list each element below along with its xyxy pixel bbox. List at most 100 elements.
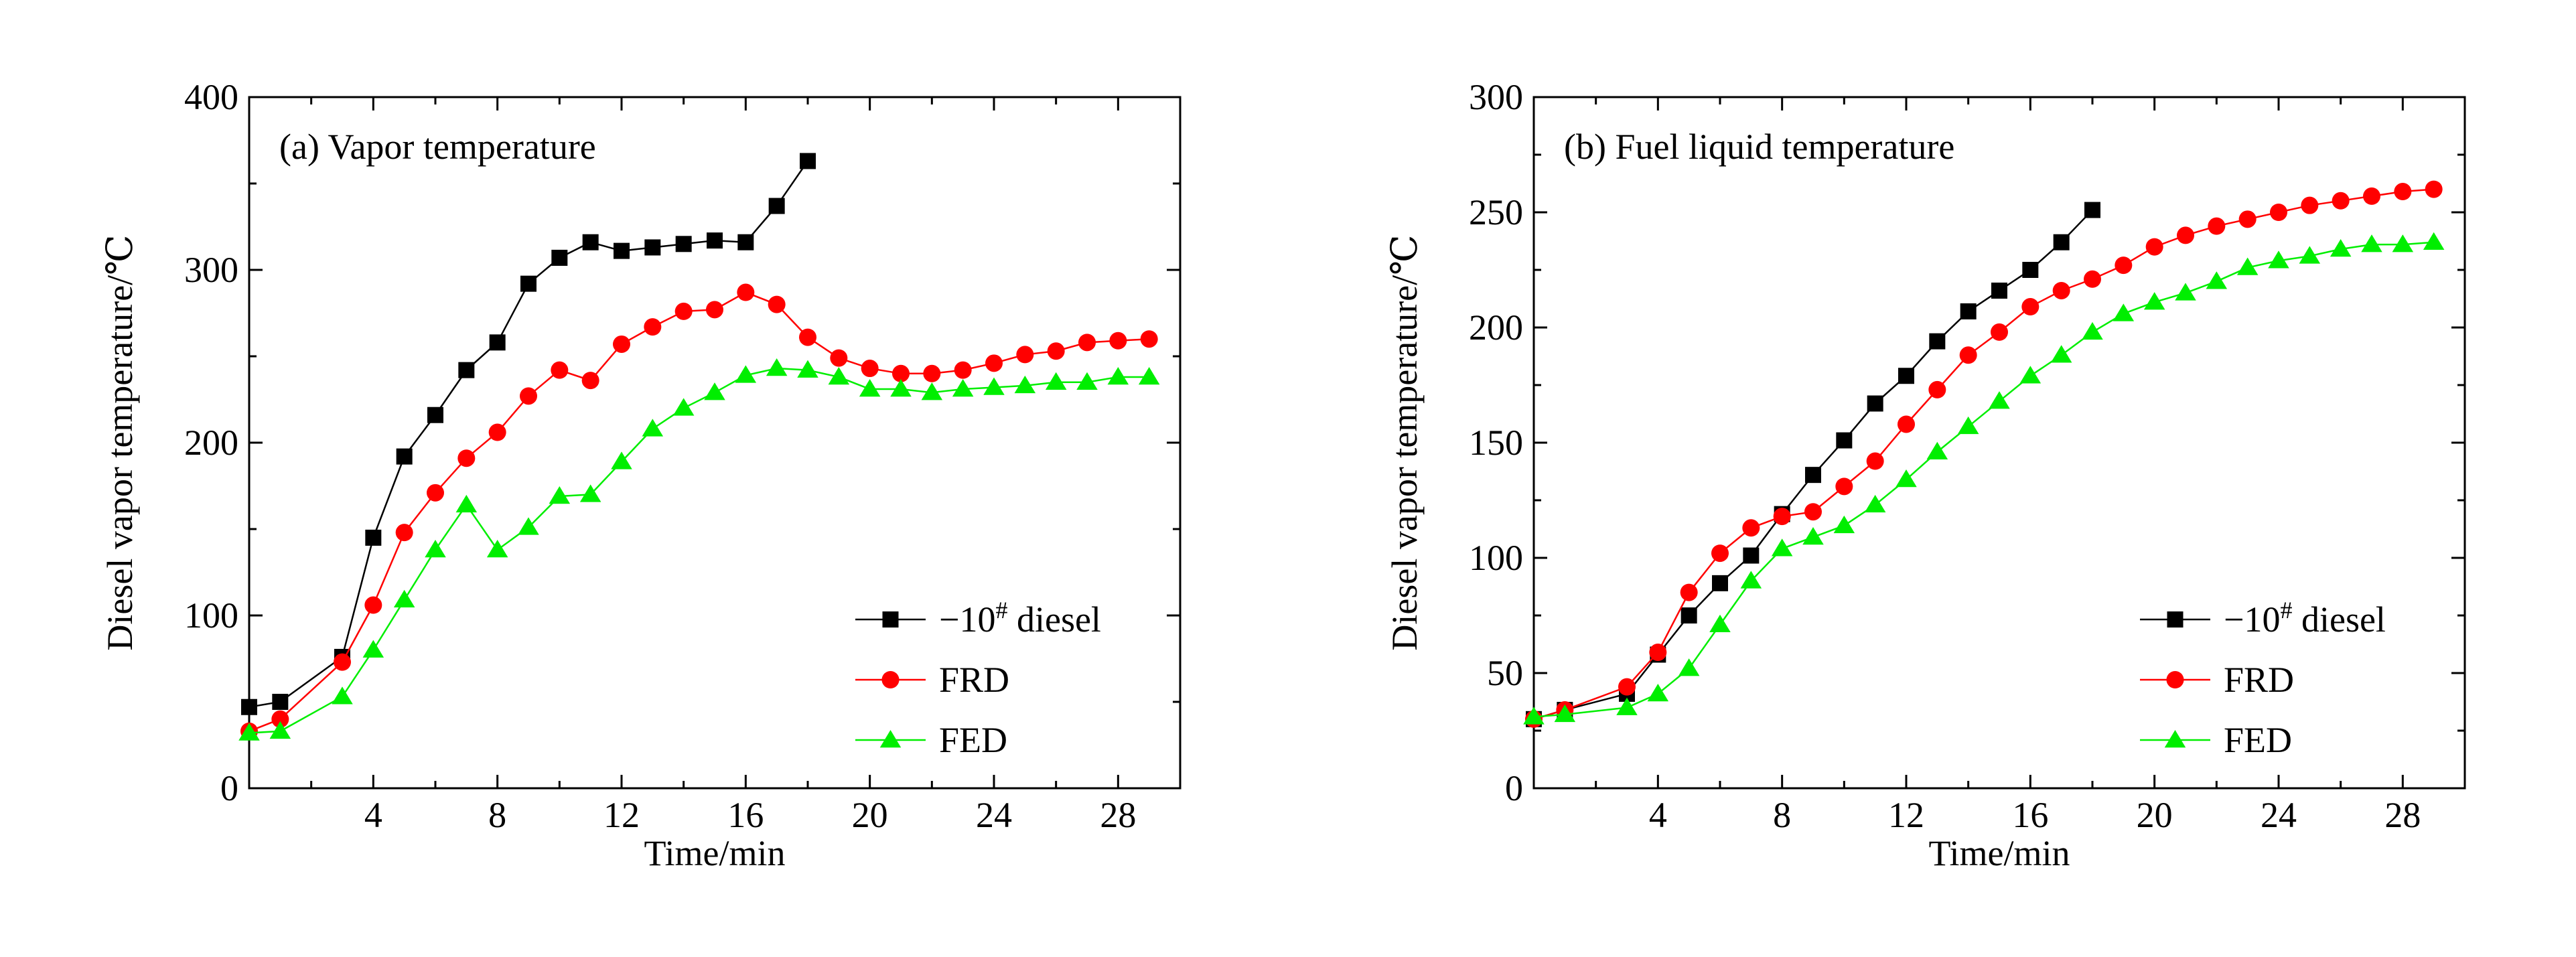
data-point [2363,187,2380,205]
data-point [1016,346,1034,364]
x-tick-label: 20 [852,795,888,835]
legend-label-main: −10 [2224,599,2280,640]
data-point [985,354,1003,372]
data-point [830,349,848,367]
data-point [674,302,693,320]
data-point [799,328,816,346]
data-point [735,365,757,383]
x-tick-label: 28 [2384,795,2421,835]
data-point [1835,477,1853,496]
legend-label: FED [2224,720,2292,760]
data-point [921,382,943,400]
legend-item: FED [2140,720,2292,760]
legend-label-rest: diesel [2292,599,2385,640]
data-point [457,449,476,467]
x-tick-label: 24 [976,795,1012,835]
data-point [1928,380,1946,398]
data-point [427,484,444,502]
series-0 [241,153,816,715]
data-point [1898,368,1914,384]
data-point [332,686,353,705]
data-point [1898,415,1915,433]
x-tick-label: 20 [2137,795,2173,835]
data-point [551,249,568,266]
data-point [1989,391,2010,409]
x-tick-label: 24 [2261,795,2297,835]
data-point [1678,658,1700,676]
plot-frame [248,96,1182,790]
chart-panel-b: 4 8 12 16 20 24 28 0 50 100 150 200 250 300 Time/min Di… [1384,77,2466,873]
data-point [2177,226,2194,244]
legend-marker [881,671,900,688]
legend-label: FRD [939,660,1009,700]
data-point [1712,575,1728,591]
data-point [1833,515,1855,534]
data-point [2115,256,2133,275]
data-point [272,694,289,710]
data-point [1740,571,1762,589]
x-tick-label: 12 [1888,795,1924,835]
data-point [2145,238,2163,256]
series-0 [1526,202,2100,727]
data-point [2082,321,2103,340]
data-point [2270,204,2287,221]
data-point [2053,234,2070,250]
data-point [1805,467,1821,484]
series-line [248,291,1149,733]
series-line [248,160,809,708]
legend: −10# diesel FRD FED [2140,597,2386,760]
data-point [1523,707,1545,725]
data-point [2238,210,2257,228]
data-point [458,362,475,378]
data-point [551,361,569,379]
data-point [892,364,910,382]
x-axis-label: Time/min [1928,833,2070,873]
data-point [1107,366,1129,385]
data-point [613,335,630,353]
plot-frame [1532,96,2466,790]
y-tick-label: 200 [1469,307,1523,348]
data-point [2052,281,2070,299]
data-point [581,372,599,390]
legend-label-main: −10 [939,599,995,640]
legend-item: FRD [2140,660,2294,700]
data-point [1864,494,1886,513]
data-point [1554,704,1576,723]
data-point [2208,217,2226,235]
x-tick-label: 28 [1100,795,1136,835]
data-point [489,334,506,351]
data-point [861,360,879,378]
x-tick-label: 12 [603,795,640,835]
chart-panel-a: 4 8 12 16 20 24 28 0 100 200 300 400 Time/min Diesel … [100,77,1182,873]
data-point [2361,234,2382,252]
data-point [614,242,630,259]
data-point [2394,183,2412,201]
data-point [1957,416,1979,435]
data-point [393,589,415,608]
legend: −10# diesel FRD FED [855,597,1101,760]
legend-marker [2166,671,2184,688]
legend-marker [882,611,899,628]
data-point [1742,519,1760,537]
data-point [2301,196,2319,214]
data-point [2021,298,2040,316]
data-point [675,236,692,252]
data-point [1616,697,1638,715]
data-point [1045,372,1067,390]
x-tick-label: 4 [364,795,382,835]
data-point [890,379,912,397]
data-point [1047,342,1065,360]
data-point [396,448,413,465]
series-line [1533,241,2434,718]
x-tick-label: 16 [2012,795,2048,835]
data-point [1991,282,2007,299]
legend-item: FED [855,720,1007,760]
x-tick-label: 8 [1773,795,1791,835]
data-point [1711,544,1729,563]
data-point [1991,323,2008,341]
data-point [2330,239,2352,257]
data-point [1109,332,1127,350]
data-point [488,423,506,441]
data-point [1647,683,1669,702]
